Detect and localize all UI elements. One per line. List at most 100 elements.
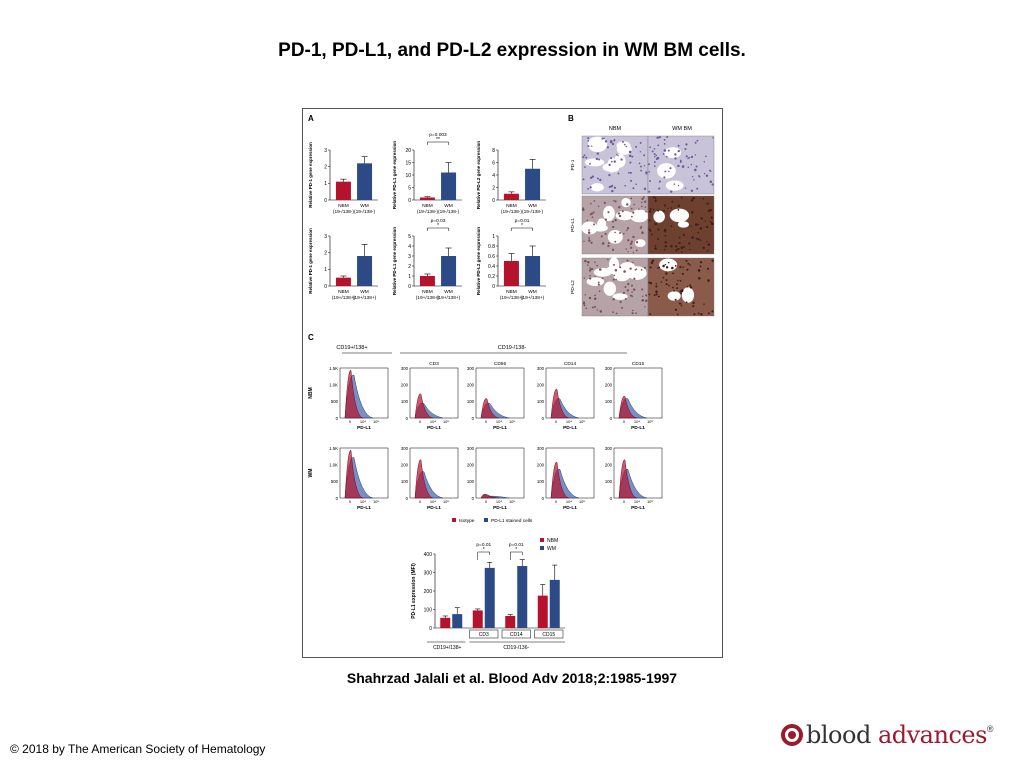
cell-nucleus — [692, 301, 695, 305]
cell-nucleus — [663, 149, 667, 152]
histogram-x-label: PD-L1 — [631, 505, 645, 511]
category-label: (19-/138-) — [333, 209, 354, 215]
cell-nucleus — [627, 282, 630, 286]
cell-nucleus — [594, 275, 596, 278]
cell-nucleus — [590, 212, 594, 215]
cell-nucleus — [631, 309, 634, 312]
logo-word-advances: advances — [877, 721, 987, 749]
cell-nucleus — [591, 268, 594, 270]
cell-nucleus — [589, 277, 592, 280]
histogram-y-tick: 100 — [467, 399, 475, 404]
p-value-label: p=0.01 — [515, 218, 530, 224]
cell-nucleus — [663, 209, 665, 212]
cell-nucleus — [587, 140, 590, 142]
cell-nucleus — [587, 264, 589, 266]
cell-nucleus — [673, 183, 676, 185]
category-label: (19+/138+) — [353, 295, 377, 301]
cell-nucleus — [649, 208, 652, 210]
cell-nucleus — [625, 145, 628, 148]
category-label: (19+/138+) — [332, 295, 356, 301]
y-axis-label: Relative PD-L2 gene expression — [476, 141, 481, 210]
y-tick-label: 6 — [492, 160, 495, 166]
cell-nucleus — [697, 269, 701, 272]
y-tick-label: 0.2 — [488, 274, 495, 280]
y-tick-label: 0 — [408, 284, 411, 290]
histogram-x-tick: 0 — [485, 499, 488, 504]
cell-nucleus — [610, 157, 613, 160]
blood-advances-logo[interactable]: blood advances ® — [780, 718, 994, 752]
histogram-y-tick: 300 — [537, 446, 545, 451]
cell-nucleus — [678, 241, 681, 244]
cell-nucleus — [657, 209, 660, 212]
cell-nucleus — [680, 246, 684, 249]
y-axis-label: Relative PD-1 gene expression — [308, 228, 313, 294]
category-label: NBM — [422, 289, 433, 295]
histogram-x-label: PD-L1 — [357, 425, 371, 431]
cell-nucleus — [630, 207, 633, 210]
cell-nucleus — [593, 297, 597, 301]
cell-nucleus — [630, 215, 633, 218]
cell-nucleus — [621, 306, 623, 309]
cell-nucleus — [683, 245, 686, 248]
cell-nucleus — [677, 209, 680, 211]
cell-nucleus — [665, 266, 669, 269]
cell-nucleus — [599, 178, 602, 182]
cell-nucleus — [692, 305, 695, 308]
cell-nucleus — [697, 238, 700, 241]
cell-nucleus — [635, 249, 638, 252]
y-tick-label: 5 — [408, 234, 411, 240]
cell-nucleus — [709, 180, 713, 183]
cell-nucleus — [630, 240, 633, 243]
cell-nucleus — [621, 140, 624, 143]
cell-nucleus — [641, 295, 644, 297]
cell-nucleus — [665, 272, 668, 275]
cell-nucleus — [626, 289, 629, 292]
cell-nucleus — [699, 227, 703, 230]
histogram-y-tick: 200 — [537, 462, 545, 467]
histogram-x-tick: 10⁵ — [509, 499, 515, 504]
micrograph-image — [581, 195, 649, 255]
histogram-y-tick: 0 — [542, 496, 545, 501]
cell-nucleus — [664, 263, 666, 266]
y-tick-label: 2 — [324, 250, 327, 256]
citation: Shahrzad Jalali et al. Blood Adv 2018;2:… — [346, 670, 678, 686]
cell-nucleus — [694, 154, 697, 156]
histogram-isotype-curve — [414, 393, 434, 419]
fat-vacuole — [597, 218, 607, 230]
cell-nucleus — [670, 245, 673, 248]
cell-nucleus — [655, 154, 657, 157]
cell-nucleus — [681, 272, 684, 275]
cell-nucleus — [588, 229, 590, 231]
cell-nucleus — [590, 202, 592, 205]
cell-nucleus — [594, 261, 596, 264]
cell-nucleus — [676, 313, 679, 316]
cell-nucleus — [685, 259, 688, 263]
fat-vacuole — [586, 277, 605, 286]
histogram-x-tick: 10⁵ — [509, 419, 515, 424]
cell-nucleus — [642, 196, 645, 198]
fat-vacuole — [603, 281, 617, 296]
cell-nucleus — [616, 153, 618, 156]
cell-nucleus — [654, 222, 657, 226]
histogram-y-tick: 0 — [472, 496, 475, 501]
cell-nucleus — [702, 246, 705, 250]
fat-vacuole — [612, 293, 628, 300]
cell-nucleus — [706, 241, 708, 243]
cell-nucleus — [690, 155, 694, 159]
histogram-x-tick: 10⁵ — [579, 499, 585, 504]
cell-nucleus — [680, 196, 683, 199]
histogram-x-label: PD-L1 — [493, 425, 507, 431]
cell-nucleus — [597, 283, 600, 286]
histogram-x-tick: 10⁵ — [373, 499, 379, 504]
cell-nucleus — [632, 211, 635, 214]
cell-nucleus — [613, 186, 617, 189]
cell-nucleus — [582, 302, 586, 305]
cell-nucleus — [695, 165, 698, 168]
cell-nucleus — [691, 211, 694, 214]
cell-nucleus — [629, 267, 632, 270]
fat-vacuole — [657, 163, 676, 179]
cell-nucleus — [643, 154, 646, 157]
cell-nucleus — [648, 210, 652, 213]
fat-vacuole — [653, 210, 665, 223]
cell-nucleus — [694, 223, 698, 226]
